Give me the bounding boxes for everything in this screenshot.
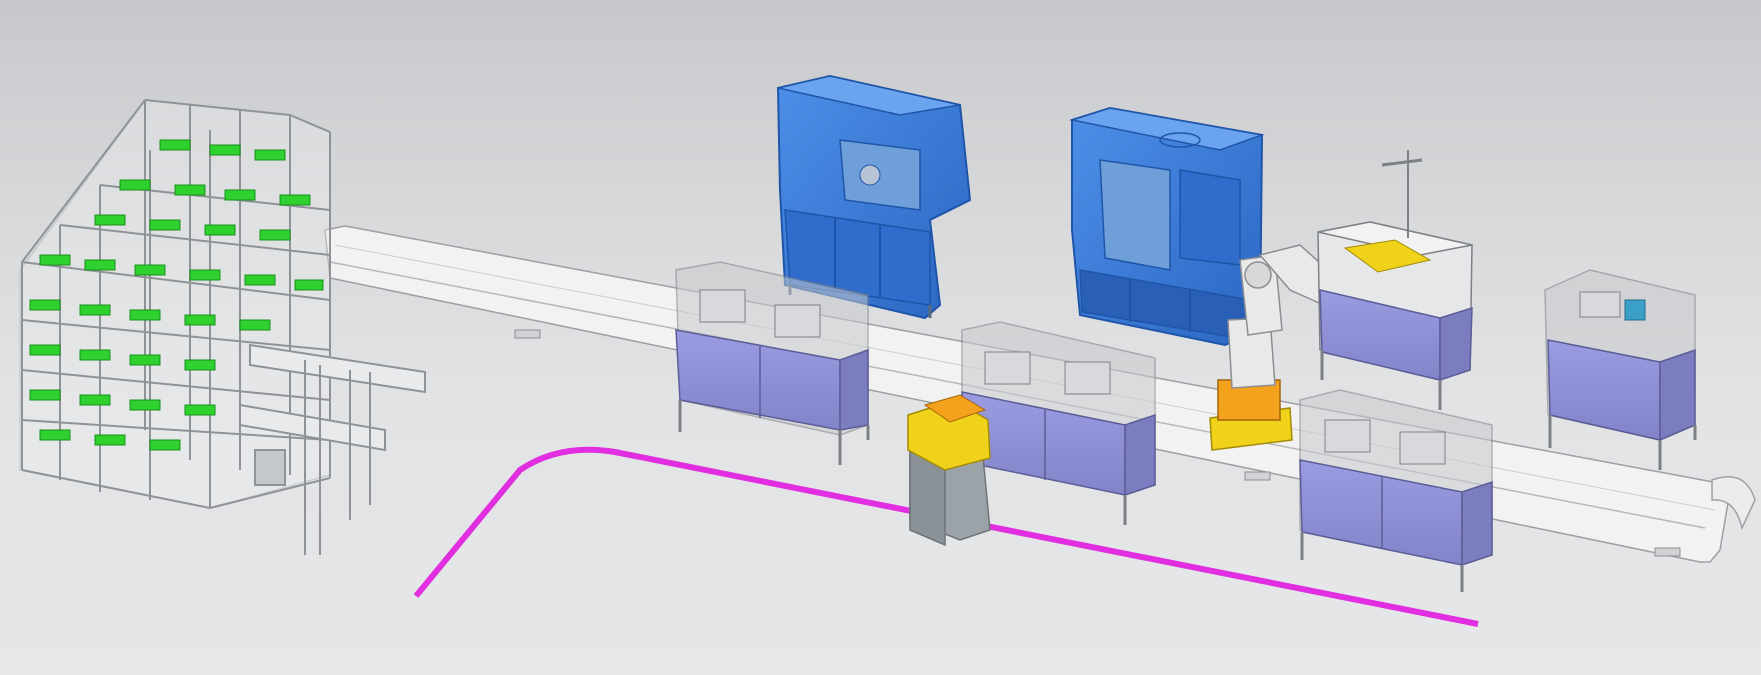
transfer-gantry xyxy=(239,343,426,555)
machining-center xyxy=(1069,106,1265,347)
inspection-station xyxy=(1317,150,1473,410)
cnc-lathe xyxy=(776,74,972,320)
fixture-station xyxy=(1299,389,1493,592)
assembly-cell xyxy=(1544,269,1697,470)
fixture-station xyxy=(961,321,1156,525)
agv xyxy=(907,394,991,547)
agv-path xyxy=(413,446,1479,627)
rack-shelves xyxy=(29,139,324,451)
fixture-station xyxy=(675,261,870,465)
